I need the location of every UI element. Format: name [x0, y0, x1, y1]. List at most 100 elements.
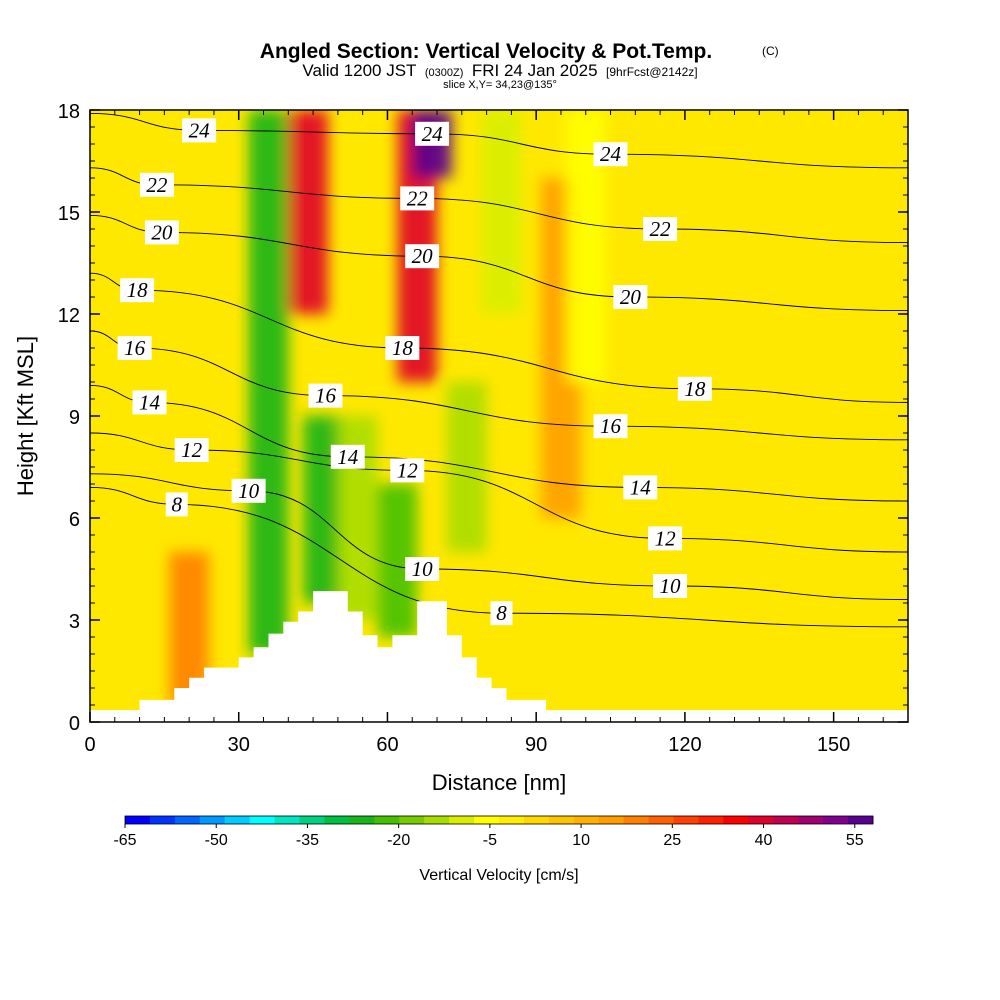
plot-area: 24 24 24 22 22 22 20 20 20 18 18 18 16 16 16 14 14 14 12 12…	[90, 110, 908, 722]
contour-label: 18	[120, 278, 155, 303]
contour-label-box	[117, 336, 152, 360]
colorbar-swatch	[174, 816, 201, 824]
contour-label: 22	[400, 186, 435, 211]
x-tick-label: 60	[376, 734, 398, 756]
contour-label-text: 22	[650, 217, 672, 241]
velocity-cell	[248, 110, 289, 654]
y-axis: 0 3 6 9 12 15 18	[58, 101, 908, 735]
contour-label: 22	[139, 172, 174, 197]
colorbar-tick-label: 10	[572, 832, 590, 849]
colorbar-swatch	[299, 816, 325, 824]
contour-labels: 24 24 24 22 22 22 20 20 20 18 18 18 16 16 16 14 14 14 12 12…	[117, 118, 712, 626]
colorbar-swatch	[798, 816, 824, 824]
contour-label-box	[648, 526, 683, 551]
slice-info: slice X,Y= 34,23@135°	[443, 79, 557, 91]
x-tick-label: 30	[228, 734, 250, 756]
colorbar-tick-label: -35	[296, 832, 319, 849]
x-axis-label: Distance [nm]	[432, 770, 567, 795]
colorbar-swatch	[598, 816, 625, 824]
colorbar-swatch	[623, 816, 649, 824]
colorbar-swatch	[648, 816, 674, 824]
contour-label-text: 16	[124, 336, 146, 360]
contour-label-text: 14	[630, 475, 652, 499]
contour-label-text: 12	[655, 526, 677, 550]
colorbar-swatch	[823, 816, 849, 824]
valid-prefix: Valid 1200 JST	[302, 61, 416, 80]
contour-label-box	[415, 121, 450, 146]
contour-label-box	[182, 118, 217, 143]
contour-label: 14	[623, 475, 658, 500]
colorbar: -65 -50 -35 -20 -5 10 25 40 55	[113, 815, 874, 849]
contour-label-box	[677, 376, 712, 401]
contour-label: 12	[390, 458, 425, 483]
x-tick-label: 90	[525, 734, 547, 756]
contour-label-box	[165, 492, 188, 517]
colorbar-swatch	[199, 816, 226, 824]
colorbar-tick-label: 40	[755, 832, 773, 849]
colorbar-tick-label: -5	[483, 832, 497, 849]
colorbar-swatch	[399, 816, 425, 824]
isentrope-line	[90, 112, 908, 169]
contour-label: 20	[405, 244, 440, 269]
colorbar-swatch	[349, 816, 375, 824]
contour-label-box	[132, 390, 167, 415]
colorbar-swatch	[723, 816, 749, 824]
contour-label: 14	[132, 390, 167, 415]
contour-label-box	[174, 438, 209, 462]
contour-label-box	[308, 383, 343, 408]
contour-label-text: 14	[337, 445, 359, 469]
contour-label: 12	[648, 526, 683, 551]
chart-title: Angled Section: Vertical Velocity & Pot.…	[260, 40, 712, 63]
forecast-tag: [9hrFcst@2142z]	[606, 65, 698, 79]
contour-label-box	[490, 601, 513, 626]
contour-label-box	[593, 414, 628, 439]
colorbar-swatch	[848, 816, 874, 824]
colorbar-swatch	[224, 816, 251, 824]
y-tick-label: 9	[69, 407, 80, 429]
colorbar-swatch	[773, 816, 799, 824]
x-tick-label: 0	[84, 734, 95, 756]
colorbar-tick-label: -20	[387, 832, 410, 849]
contour-label: 10	[231, 478, 266, 503]
copyright-mark: (C)	[762, 44, 779, 58]
x-tick-label: 120	[668, 734, 701, 756]
isentrope-line	[90, 486, 908, 628]
contour-label-box	[623, 475, 658, 500]
contour-label-text: 24	[600, 142, 622, 166]
colorbar-swatch	[548, 816, 575, 824]
contour-label: 14	[330, 444, 365, 469]
contour-label-text: 10	[238, 479, 260, 503]
contour-label-text: 24	[422, 122, 444, 146]
contour-label-box	[139, 172, 174, 197]
velocity-cell	[288, 110, 328, 314]
colorbar-swatch	[698, 816, 724, 824]
contour-label: 24	[415, 121, 450, 146]
colorbar-tick-label: -50	[205, 832, 228, 849]
x-axis: 0 30 60 90 120 150	[84, 110, 884, 756]
contour-label: 20	[613, 285, 648, 309]
contour-label-text: 8	[172, 492, 183, 516]
colorbar-swatch	[125, 816, 151, 824]
contour-label-box	[330, 444, 365, 469]
contour-label: 24	[182, 118, 217, 143]
contour-label: 18	[677, 376, 712, 401]
contour-label-box	[593, 142, 628, 167]
contour-label-text: 22	[146, 173, 168, 197]
colorbar-swatch	[424, 816, 450, 824]
y-tick-label: 18	[58, 101, 80, 123]
contour-label-box	[390, 458, 425, 483]
valid-date: FRI 24 Jan 2025	[472, 61, 598, 80]
colorbar-swatch	[748, 816, 774, 824]
colorbar-swatch	[499, 816, 525, 824]
colorbar-swatch	[449, 816, 475, 824]
contour-label: 20	[144, 220, 179, 245]
contour-label-text: 12	[397, 458, 419, 482]
colorbar-swatch	[274, 816, 300, 824]
contour-label: 16	[593, 414, 628, 439]
contour-label-text: 20	[620, 285, 642, 309]
y-tick-label: 6	[69, 509, 80, 531]
colorbar-tick-label: 25	[663, 832, 681, 849]
contour-label-box	[653, 574, 688, 598]
contour-label-text: 12	[181, 438, 203, 462]
